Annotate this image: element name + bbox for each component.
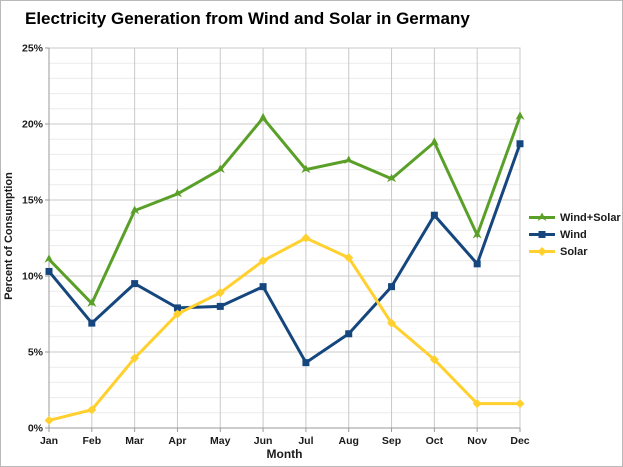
series-line bbox=[47, 115, 522, 306]
marker-diamond bbox=[472, 399, 482, 409]
x-tick-label: May bbox=[210, 435, 231, 447]
marker-arrow bbox=[258, 112, 268, 122]
marker-arrow bbox=[387, 173, 397, 183]
marker-diamond bbox=[301, 233, 311, 243]
x-tick-label: Jan bbox=[40, 435, 58, 447]
series-line bbox=[48, 236, 520, 422]
legend: Wind+Solar Wind Solar bbox=[529, 210, 621, 259]
marker-arrow bbox=[130, 205, 140, 215]
y-tick-label: 25% bbox=[22, 43, 44, 55]
marker-square bbox=[302, 359, 310, 367]
x-tick-label: Apr bbox=[168, 435, 186, 447]
marker-diamond bbox=[515, 399, 525, 409]
marker-diamond bbox=[215, 288, 225, 298]
marker-square bbox=[516, 140, 524, 148]
y-tick-label: 20% bbox=[22, 119, 44, 131]
plot-border bbox=[48, 47, 521, 429]
series-wind bbox=[45, 140, 524, 367]
marker-diamond bbox=[87, 405, 97, 415]
legend-item-solar: Solar bbox=[529, 244, 621, 259]
marker-arrow bbox=[472, 229, 482, 239]
marker-arrow bbox=[344, 155, 354, 164]
marker-square bbox=[131, 280, 139, 288]
y-tick-label: 15% bbox=[22, 195, 44, 207]
marker-square bbox=[430, 211, 438, 219]
marker-diamond bbox=[387, 318, 397, 328]
chart-title: Electricity Generation from Wind and Sol… bbox=[25, 9, 470, 28]
x-tick-label: Dec bbox=[510, 435, 529, 447]
marker-square bbox=[259, 283, 267, 291]
series-line bbox=[47, 143, 522, 365]
marker-diamond bbox=[429, 355, 439, 365]
marker-diamond bbox=[344, 253, 354, 263]
marker-diamond bbox=[44, 415, 54, 425]
x-axis-title: Month bbox=[266, 447, 303, 461]
marker-square bbox=[173, 304, 181, 312]
marker-arrow bbox=[429, 137, 439, 146]
marker-square bbox=[88, 319, 96, 327]
legend-label-wind-solar: Wind+Solar bbox=[560, 211, 621, 224]
y-tick-label: 10% bbox=[22, 271, 44, 283]
marker-diamond bbox=[130, 353, 140, 363]
marker-arrow bbox=[44, 254, 54, 263]
x-tick-label: Jul bbox=[298, 435, 313, 447]
x-tick-label: Oct bbox=[426, 435, 444, 447]
marker-diamond bbox=[258, 256, 268, 266]
marker-diamond bbox=[537, 247, 547, 256]
x-tick-label: Nov bbox=[467, 435, 487, 447]
legend-item-wind: Wind bbox=[529, 227, 621, 242]
legend-item-wind-solar: Wind+Solar bbox=[529, 210, 621, 225]
marker-square bbox=[473, 260, 481, 268]
marker-arrow bbox=[87, 298, 97, 307]
marker-square bbox=[388, 283, 396, 291]
marker-arrow bbox=[301, 164, 311, 174]
x-tick-label: Feb bbox=[82, 435, 101, 447]
marker-square bbox=[216, 302, 224, 310]
legend-label-wind: Wind bbox=[560, 228, 587, 241]
marker-arrow bbox=[515, 111, 525, 120]
marker-arrow bbox=[215, 164, 225, 174]
legend-label-solar: Solar bbox=[560, 245, 588, 258]
marker-arrow bbox=[537, 212, 547, 221]
marker-square bbox=[45, 267, 53, 275]
y-tick-label: 5% bbox=[28, 347, 44, 359]
x-tick-label: Sep bbox=[382, 435, 401, 447]
solar-line-icon bbox=[529, 247, 555, 256]
marker-square bbox=[538, 231, 546, 238]
marker-diamond bbox=[172, 309, 182, 319]
marker-square bbox=[345, 330, 353, 338]
y-tick-label: 0% bbox=[28, 423, 44, 435]
marker-arrow bbox=[172, 188, 182, 198]
wind-line-icon bbox=[529, 231, 555, 238]
wind-solar-line-icon bbox=[529, 212, 555, 221]
x-tick-label: Aug bbox=[339, 435, 359, 447]
series-wind-solar bbox=[44, 111, 525, 307]
x-tick-label: Mar bbox=[125, 435, 144, 447]
series-solar bbox=[44, 233, 525, 425]
x-tick-label: Jun bbox=[254, 435, 273, 447]
